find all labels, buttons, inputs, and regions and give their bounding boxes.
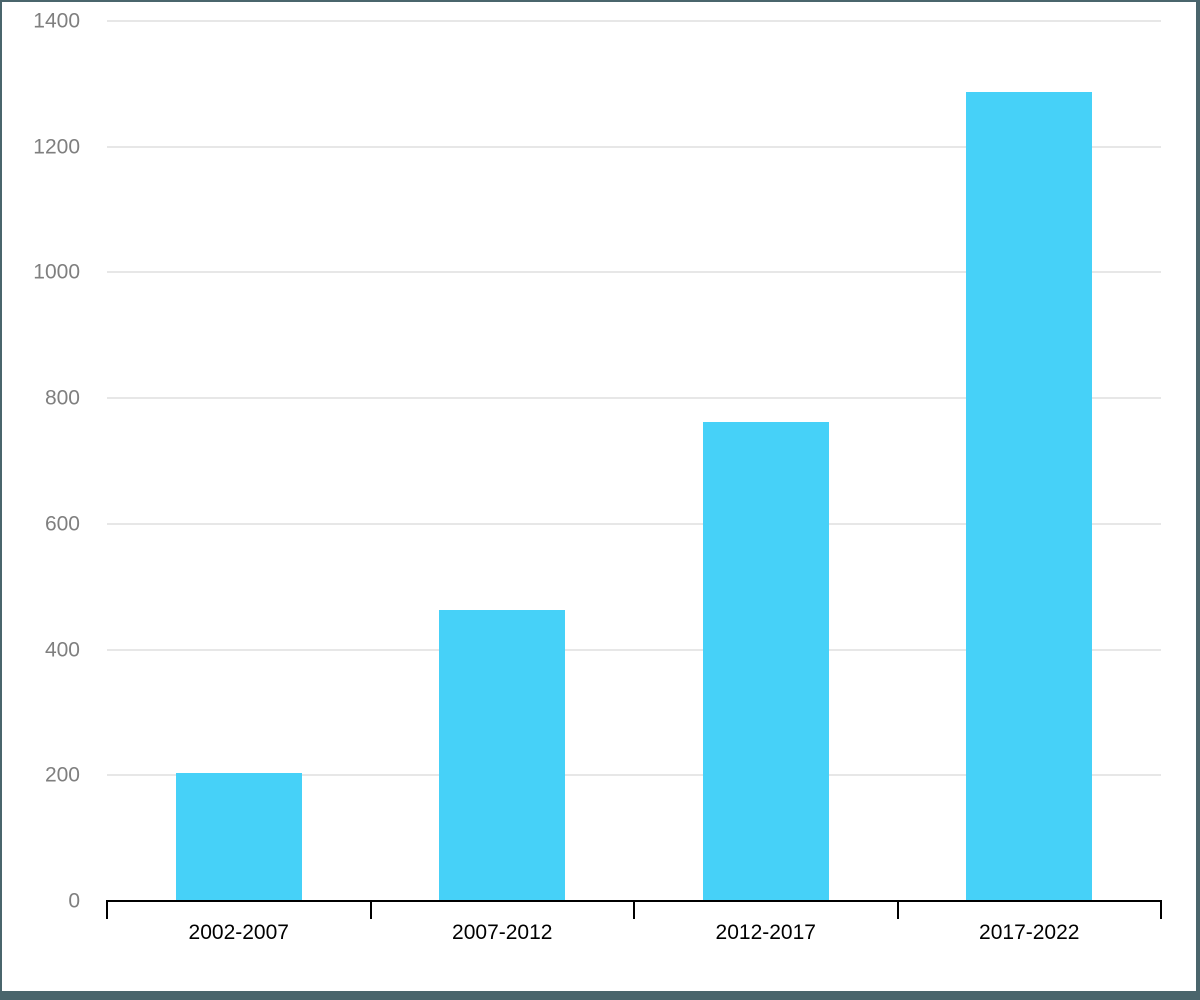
x-tick-label-2017-2022: 2017-2022: [979, 921, 1080, 944]
gridline-800: [107, 397, 1161, 400]
bar-2017-2022: [966, 92, 1093, 901]
x-axis-tick-4: [1160, 901, 1162, 919]
bar-2007-2012: [439, 609, 566, 901]
y-tick-label-1400: 1400: [33, 9, 80, 33]
x-tick-label-2002-2007: 2002-2007: [188, 921, 289, 944]
gridline-1400: [107, 20, 1161, 22]
gridline-400: [107, 648, 1161, 651]
x-axis-tick-0: [106, 901, 108, 919]
y-tick-label-1000: 1000: [33, 260, 80, 284]
bar-2002-2007: [175, 773, 302, 901]
y-tick-label-400: 400: [44, 638, 80, 662]
x-tick-label-2007-2012: 2007-2012: [452, 921, 553, 944]
bar-2012-2017: [702, 422, 829, 901]
x-axis-tick-3: [896, 901, 899, 919]
gridline-200: [107, 774, 1161, 777]
gridline-1000: [107, 271, 1161, 274]
x-axis-tick-1: [369, 901, 372, 919]
gridline-600: [107, 522, 1161, 525]
y-tick-label-800: 800: [44, 386, 80, 410]
x-axis-tick-2: [633, 901, 635, 919]
x-tick-label-2012-2017: 2012-2017: [715, 921, 816, 944]
y-tick-label-200: 200: [44, 763, 80, 787]
gridline-1200: [107, 145, 1161, 148]
y-tick-label-1200: 1200: [33, 135, 80, 159]
y-tick-label-0: 0: [68, 889, 80, 913]
y-tick-label-600: 600: [44, 512, 80, 536]
